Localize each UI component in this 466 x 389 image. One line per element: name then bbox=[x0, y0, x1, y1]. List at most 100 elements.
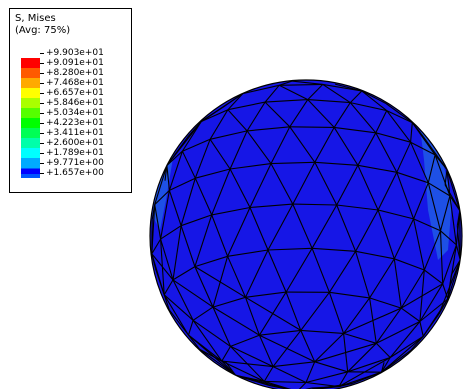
legend-value: +2.600e+01 bbox=[46, 138, 104, 148]
mesh-edge bbox=[334, 126, 376, 134]
legend-title: S, Mises bbox=[15, 13, 56, 24]
legend-value: +9.771e+00 bbox=[46, 158, 104, 168]
mesh-edge bbox=[268, 384, 298, 389]
mesh-edge bbox=[300, 291, 330, 331]
mesh-edge bbox=[422, 313, 440, 337]
mesh-edge bbox=[394, 258, 425, 271]
mesh-edge bbox=[227, 93, 244, 111]
mesh-edge bbox=[428, 182, 451, 197]
mesh-edge bbox=[413, 218, 425, 271]
mesh-edge bbox=[393, 258, 402, 309]
legend-swatch bbox=[21, 118, 40, 128]
mesh-edge bbox=[361, 90, 388, 112]
legend-tick bbox=[40, 143, 44, 144]
mesh-edge bbox=[314, 361, 348, 373]
mesh-edge bbox=[166, 121, 202, 166]
mesh-edge bbox=[188, 334, 201, 350]
legend-value: +3.411e+01 bbox=[46, 128, 104, 138]
mesh-edge bbox=[264, 380, 307, 384]
mesh-edge bbox=[434, 154, 448, 170]
mesh-edge bbox=[311, 248, 330, 293]
mesh-edge bbox=[229, 130, 248, 170]
mesh-edge bbox=[192, 319, 223, 362]
mesh-edge bbox=[300, 329, 344, 334]
mesh-edge bbox=[322, 83, 362, 92]
legend-swatch bbox=[21, 88, 40, 98]
mesh-edge bbox=[270, 161, 315, 165]
mesh-edge bbox=[227, 256, 247, 298]
mesh-edge bbox=[375, 307, 402, 344]
mesh-edge bbox=[440, 230, 457, 246]
mesh-edge bbox=[455, 244, 461, 261]
mesh-edge bbox=[357, 164, 397, 173]
mesh-edge bbox=[393, 218, 415, 260]
mesh-edge bbox=[413, 218, 441, 232]
mesh-edge bbox=[400, 307, 421, 322]
mesh-edge bbox=[314, 333, 344, 363]
sphere-body bbox=[150, 80, 462, 389]
mesh-edge bbox=[419, 321, 424, 337]
mesh-edge bbox=[314, 342, 377, 363]
mesh-edge bbox=[194, 177, 213, 216]
legend-tick bbox=[40, 53, 44, 54]
mesh-edge bbox=[151, 253, 165, 295]
mesh-edge bbox=[355, 251, 371, 299]
mesh-edge bbox=[381, 357, 391, 373]
mesh-edge bbox=[151, 204, 156, 254]
mesh-edge bbox=[187, 320, 194, 336]
mesh-edge bbox=[180, 178, 196, 226]
mesh-edge bbox=[396, 172, 415, 220]
mesh-edges bbox=[151, 80, 461, 389]
legend-swatch bbox=[21, 138, 40, 148]
mesh-edge bbox=[188, 334, 237, 376]
mesh-edge bbox=[349, 90, 363, 103]
mesh-edge bbox=[249, 207, 269, 251]
mesh-edge bbox=[314, 127, 335, 163]
mesh-edge bbox=[300, 330, 316, 363]
mesh-edge bbox=[279, 83, 323, 86]
mesh-edge bbox=[242, 84, 280, 95]
mesh-edge bbox=[166, 150, 183, 166]
mesh-edge bbox=[245, 249, 269, 298]
mesh-edge bbox=[423, 269, 444, 285]
mesh-edge bbox=[246, 101, 266, 132]
mesh-edge bbox=[160, 239, 165, 295]
mesh-edge bbox=[289, 126, 335, 128]
mesh-edge bbox=[267, 247, 313, 251]
mesh-edge bbox=[265, 99, 308, 103]
mesh-edge bbox=[386, 110, 413, 124]
mesh-edge bbox=[270, 126, 291, 164]
mesh-edge bbox=[200, 93, 244, 122]
sphere-outline bbox=[149, 79, 463, 389]
mesh-edge bbox=[410, 122, 413, 143]
legend-swatch bbox=[21, 158, 40, 168]
mesh-edge bbox=[263, 366, 274, 382]
legend-value: +7.468e+01 bbox=[46, 78, 104, 88]
mesh-edge bbox=[357, 132, 377, 166]
mesh-edge bbox=[357, 165, 379, 211]
mesh-edge bbox=[396, 171, 429, 184]
mesh-edge bbox=[314, 161, 358, 166]
mesh-edge bbox=[209, 138, 231, 170]
mesh-edge bbox=[194, 139, 211, 179]
mesh-edge bbox=[446, 169, 461, 211]
mesh-edge bbox=[400, 283, 443, 309]
mesh-edge bbox=[447, 274, 452, 300]
mesh-edge bbox=[307, 84, 324, 100]
mesh-edge bbox=[411, 122, 436, 156]
mesh-edge bbox=[154, 204, 162, 240]
legend-tick bbox=[40, 103, 44, 104]
mesh-edge bbox=[194, 266, 214, 308]
mesh-edge bbox=[230, 345, 274, 368]
mesh-edge bbox=[151, 238, 162, 255]
mesh-edge bbox=[427, 154, 436, 183]
mesh-edge bbox=[169, 177, 196, 191]
mesh-edge bbox=[181, 121, 202, 152]
legend-swatch bbox=[21, 108, 40, 118]
legend-value: +5.034e+01 bbox=[46, 108, 104, 118]
mesh-edge bbox=[400, 269, 425, 309]
mesh-edge bbox=[328, 251, 357, 293]
mesh-edge bbox=[305, 371, 348, 384]
